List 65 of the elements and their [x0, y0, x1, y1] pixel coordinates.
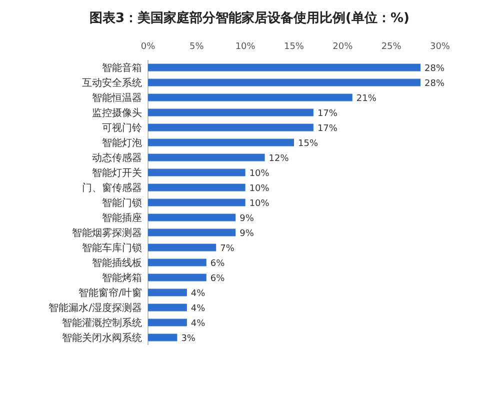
bar [148, 108, 314, 116]
bar [148, 78, 421, 86]
y-tick-label: 智能关闭水阀系统 [62, 332, 142, 344]
data-label: 10% [249, 184, 270, 194]
bar [148, 258, 206, 266]
data-label: 17% [317, 124, 338, 134]
x-tick-label: 5% [190, 42, 204, 52]
bar [148, 214, 236, 222]
y-tick-label: 智能灌溉控制系统 [62, 317, 142, 329]
bar [148, 168, 246, 176]
y-tick-label: 互动安全系统 [82, 77, 142, 89]
x-tick-label: 0% [140, 42, 156, 52]
data-label: 28% [424, 79, 445, 89]
y-tick-label: 智能灯泡 [102, 137, 142, 149]
data-label: 21% [356, 94, 377, 104]
bar [148, 198, 246, 206]
y-tick-label: 监控摄像头 [92, 107, 142, 119]
data-label: 6% [210, 259, 226, 269]
bar [148, 138, 294, 146]
y-tick-label: 智能门锁 [102, 197, 142, 209]
data-label: 10% [249, 199, 270, 209]
data-label: 17% [317, 109, 338, 119]
bar [148, 64, 421, 72]
y-tick-label: 智能插线板 [92, 257, 142, 269]
data-label: 9% [240, 229, 254, 239]
bar [148, 124, 314, 132]
bar [148, 288, 187, 296]
y-tick-label: 智能漏水/湿度探测器 [48, 302, 142, 314]
y-tick-label: 智能灯开关 [92, 167, 142, 179]
data-label: 28% [424, 64, 445, 74]
data-label: 4% [190, 304, 206, 314]
y-tick-label: 可视门铃 [102, 122, 142, 134]
chart-title: 图表3：美国家庭部分智能家居设备使用比例(单位：%) [90, 10, 410, 26]
data-label: 4% [190, 319, 206, 329]
x-tick-label: 15% [284, 42, 304, 52]
bar [148, 274, 206, 282]
bar [148, 244, 216, 252]
y-tick-label: 智能窗帘/叶窗 [78, 287, 142, 299]
x-tick-label: 25% [381, 42, 402, 52]
bar [148, 94, 352, 102]
data-label: 15% [298, 139, 318, 149]
bar [148, 184, 246, 192]
y-tick-label: 智能插座 [102, 212, 142, 224]
data-label: 12% [268, 154, 290, 164]
data-label: 4% [190, 289, 206, 299]
y-tick-label: 动态传感器 [92, 152, 142, 164]
y-tick-label: 门、窗传感器 [82, 182, 142, 194]
y-tick-label: 智能烤箱 [102, 272, 142, 284]
data-label: 6% [210, 274, 226, 284]
bar [148, 154, 265, 162]
x-tick-label: 20% [332, 42, 354, 52]
bar [148, 228, 236, 236]
data-label: 7% [220, 244, 235, 254]
y-tick-label: 智能恒温器 [92, 92, 142, 104]
bar [148, 318, 187, 326]
y-tick-label: 智能音箱 [102, 62, 142, 74]
bar [148, 334, 178, 342]
x-tick-label: 10% [235, 42, 256, 52]
y-tick-label: 智能车库门锁 [82, 242, 142, 254]
x-tick-label: 30% [430, 42, 450, 52]
data-label: 10% [249, 169, 270, 179]
data-label: 3% [181, 334, 196, 344]
data-label: 9% [240, 214, 254, 224]
bar [148, 304, 187, 312]
y-tick-label: 智能烟雾探测器 [72, 227, 142, 239]
